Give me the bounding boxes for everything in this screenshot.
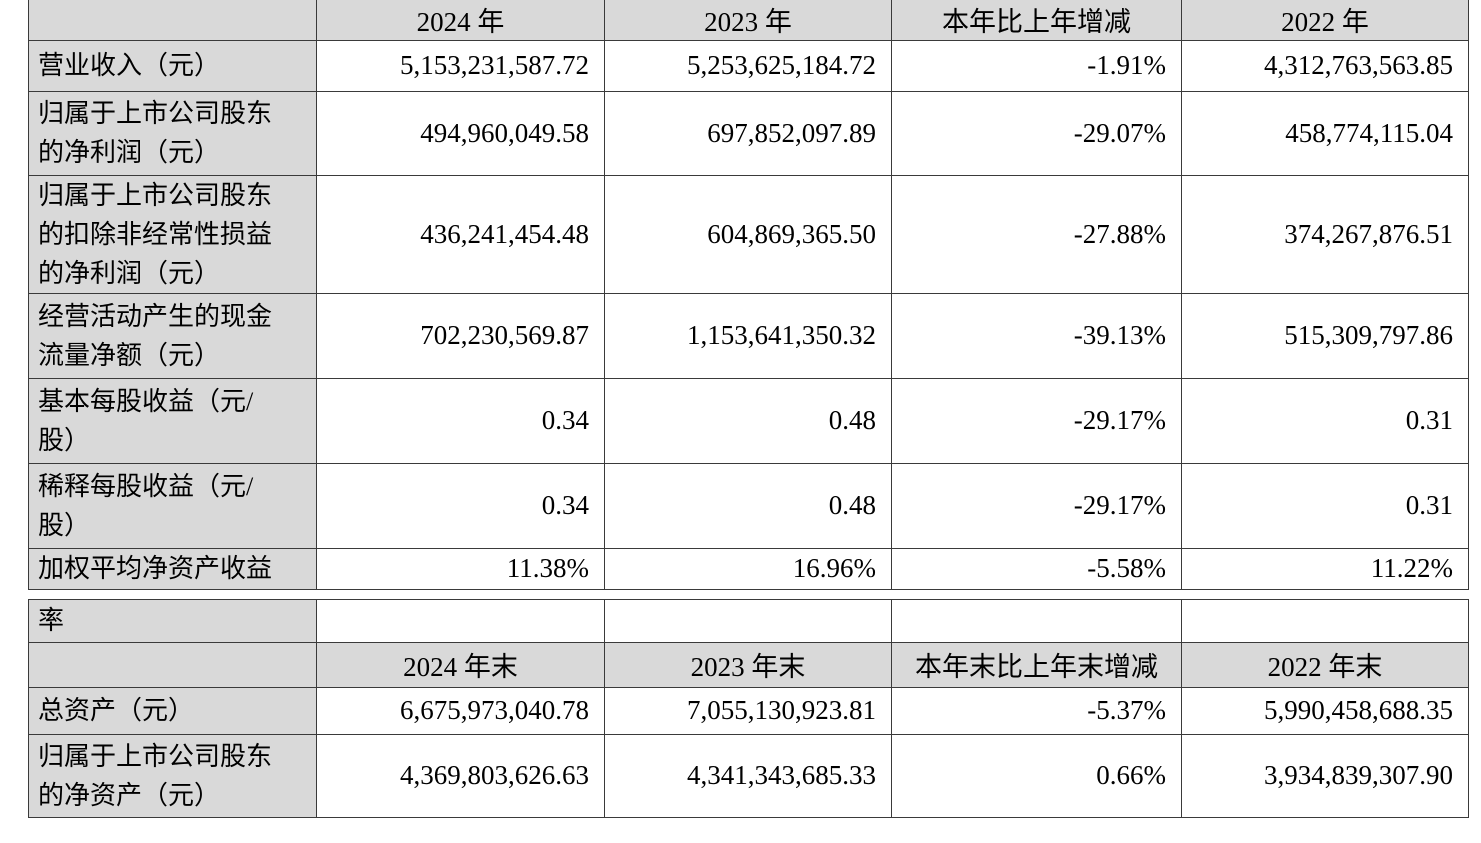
row-label-basic-eps: 基本每股收益（元/ 股） [28, 377, 317, 464]
empty-cell [1181, 598, 1469, 643]
table-row: 加权平均净资产收益 11.38% 16.96% -5.58% 11.22% [28, 547, 1469, 590]
value-2022: 5,990,458,688.35 [1181, 686, 1469, 735]
key-financial-indicators-table: 2024 年 2023 年 本年比上年增减 2022 年 营业收入（元） 5,1… [28, 0, 1469, 590]
value-change: -27.88% [891, 174, 1182, 294]
value-2023: 4,341,343,685.33 [604, 733, 892, 818]
col-header-change: 本年比上年增减 [891, 0, 1182, 41]
value-change: -29.17% [891, 462, 1182, 549]
table-row: 营业收入（元） 5,153,231,587.72 5,253,625,184.7… [28, 39, 1469, 92]
row-label-operating-revenue: 营业收入（元） [28, 39, 317, 92]
corner-cell [28, 641, 317, 688]
col-header-2023-end: 2023 年末 [604, 641, 892, 688]
row-label-operating-cash-flow: 经营活动产生的现金 流量净额（元） [28, 292, 317, 379]
key-financial-indicators-table-continued: 率 2024 年末 2023 年末 本年末比上年末增减 2022 年末 总资产（… [28, 598, 1469, 818]
value-change: -5.37% [891, 686, 1182, 735]
table-row: 总资产（元） 6,675,973,040.78 7,055,130,923.81… [28, 686, 1469, 735]
value-2023: 697,852,097.89 [604, 90, 892, 176]
value-2024: 0.34 [316, 377, 605, 464]
col-header-2024-end: 2024 年末 [316, 641, 605, 688]
financial-summary-page: 2024 年 2023 年 本年比上年增减 2022 年 营业收入（元） 5,1… [28, 0, 1469, 818]
value-change: -29.07% [891, 90, 1182, 176]
value-2022: 0.31 [1181, 377, 1469, 464]
row-label-net-profit: 归属于上市公司股东 的净利润（元） [28, 90, 317, 176]
value-2022: 3,934,839,307.90 [1181, 733, 1469, 818]
value-change: -29.17% [891, 377, 1182, 464]
table-row: 归属于上市公司股东 的扣除非经常性损益 的净利润（元） 436,241,454.… [28, 174, 1469, 294]
value-change: 0.66% [891, 733, 1182, 818]
value-2023: 5,253,625,184.72 [604, 39, 892, 92]
empty-cell [891, 598, 1182, 643]
col-header-2022-end: 2022 年末 [1181, 641, 1469, 688]
col-header-2022: 2022 年 [1181, 0, 1469, 41]
value-2023: 16.96% [604, 547, 892, 590]
value-2022: 11.22% [1181, 547, 1469, 590]
col-header-end-change: 本年末比上年末增减 [891, 641, 1182, 688]
corner-cell [28, 0, 317, 41]
value-2022: 4,312,763,563.85 [1181, 39, 1469, 92]
value-2024: 11.38% [316, 547, 605, 590]
value-2023: 0.48 [604, 377, 892, 464]
table-row: 归属于上市公司股东 的净资产（元） 4,369,803,626.63 4,341… [28, 733, 1469, 818]
value-2024: 494,960,049.58 [316, 90, 605, 176]
value-change: -5.58% [891, 547, 1182, 590]
value-2024: 0.34 [316, 462, 605, 549]
empty-cell [604, 598, 892, 643]
table-row: 经营活动产生的现金 流量净额（元） 702,230,569.87 1,153,6… [28, 292, 1469, 379]
row-label-weighted-avg-roe: 加权平均净资产收益 [28, 547, 317, 590]
value-2023: 604,869,365.50 [604, 174, 892, 294]
value-change: -1.91% [891, 39, 1182, 92]
value-2024: 436,241,454.48 [316, 174, 605, 294]
table-row: 基本每股收益（元/ 股） 0.34 0.48 -29.17% 0.31 [28, 377, 1469, 464]
value-2023: 7,055,130,923.81 [604, 686, 892, 735]
value-2023: 1,153,641,350.32 [604, 292, 892, 379]
value-2024: 5,153,231,587.72 [316, 39, 605, 92]
row-label-deducted-net-profit: 归属于上市公司股东 的扣除非经常性损益 的净利润（元） [28, 174, 317, 294]
table-row: 稀释每股收益（元/ 股） 0.34 0.48 -29.17% 0.31 [28, 462, 1469, 549]
value-2024: 6,675,973,040.78 [316, 686, 605, 735]
row-label-total-assets: 总资产（元） [28, 686, 317, 735]
row-label-net-assets: 归属于上市公司股东 的净资产（元） [28, 733, 317, 818]
value-2023: 0.48 [604, 462, 892, 549]
row-label-roe-carryover: 率 [28, 598, 317, 643]
value-2024: 4,369,803,626.63 [316, 733, 605, 818]
table-row: 归属于上市公司股东 的净利润（元） 494,960,049.58 697,852… [28, 90, 1469, 176]
col-header-2023: 2023 年 [604, 0, 892, 41]
table-row: 率 [28, 598, 1469, 643]
col-header-2024: 2024 年 [316, 0, 605, 41]
row-label-diluted-eps: 稀释每股收益（元/ 股） [28, 462, 317, 549]
empty-cell [316, 598, 605, 643]
value-2024: 702,230,569.87 [316, 292, 605, 379]
value-2022: 374,267,876.51 [1181, 174, 1469, 294]
value-2022: 515,309,797.86 [1181, 292, 1469, 379]
value-2022: 458,774,115.04 [1181, 90, 1469, 176]
value-change: -39.13% [891, 292, 1182, 379]
value-2022: 0.31 [1181, 462, 1469, 549]
